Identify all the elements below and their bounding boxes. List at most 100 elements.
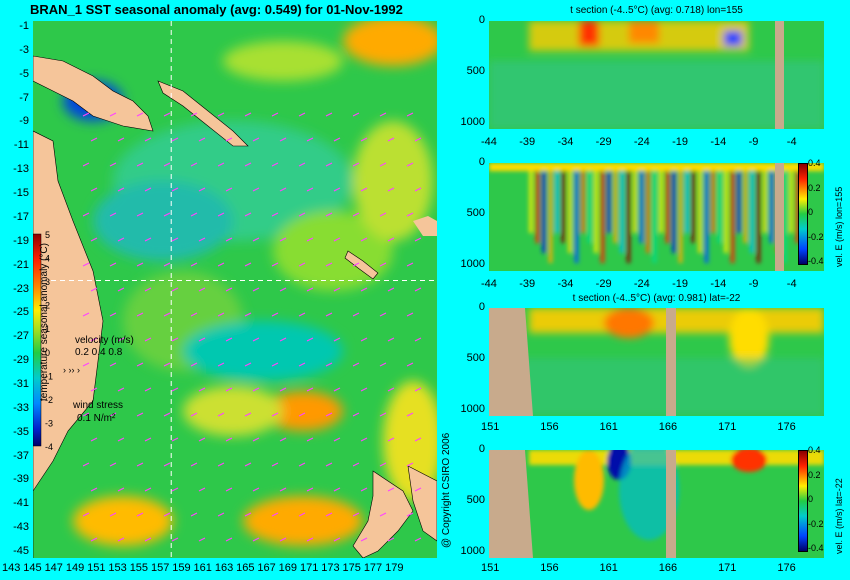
section-y-tick: 500 [466, 206, 485, 219]
section-x-tick: -29 [595, 136, 612, 148]
wind-vector [414, 487, 422, 492]
wind-vector [163, 162, 171, 167]
wind-vector [82, 312, 90, 317]
wind-vector [406, 312, 414, 317]
wind-vector [252, 187, 260, 192]
wind-vector [352, 412, 360, 417]
wind-vector [117, 387, 125, 392]
wind-vector [406, 412, 414, 417]
wind-vector [225, 487, 233, 492]
wind-vector [136, 212, 144, 217]
wind-vector [414, 537, 422, 542]
wind-vector [244, 512, 252, 517]
wind-vector [225, 237, 233, 242]
wind-vector [279, 187, 287, 192]
wind-vector [144, 537, 152, 542]
wind-vector [144, 237, 152, 242]
velocity-colorbar [798, 450, 808, 552]
section-x-tick: 171 [718, 562, 737, 574]
section-svg [489, 308, 824, 416]
section-x-tick: 161 [599, 421, 618, 433]
velocity-legend-values: 0.2 0.4 0.8 [75, 347, 123, 358]
wind-vector [136, 412, 144, 417]
wind-vector [109, 162, 117, 167]
section-y-tick: 500 [466, 64, 485, 77]
wind-vector [352, 312, 360, 317]
velocity-legend-arrows: › ›› › [63, 365, 80, 375]
map-x-tick: 155 [129, 562, 149, 574]
wind-vector [252, 337, 260, 342]
wind-vector [244, 462, 252, 467]
wind-vector [379, 112, 387, 117]
map-y-tick: -15 [13, 187, 29, 200]
wind-vector [271, 312, 279, 317]
wind-vector [171, 387, 179, 392]
section-x-tick: -39 [519, 278, 536, 290]
wind-vector [414, 337, 422, 342]
wind-vector [225, 137, 233, 142]
wind-vector [90, 237, 98, 242]
wind-vector [190, 112, 198, 117]
wind-vector [379, 512, 387, 517]
wind-vector [360, 337, 368, 342]
wind-vector [90, 487, 98, 492]
section-svg [489, 21, 824, 129]
map-x-tick: 153 [108, 562, 127, 574]
map-x-tick: 143 [2, 562, 21, 574]
map-plot: 5 4 3 2 1 0 -1 -2 -3 -4 temperature seasonal anom… [32, 16, 443, 559]
section-x-tick: -29 [595, 278, 612, 290]
wind-vector [190, 412, 198, 417]
section-field [489, 21, 824, 129]
section-y-tick: 500 [466, 351, 485, 364]
wind-vector [306, 387, 314, 392]
wind-vector [82, 412, 90, 417]
wind-vector [163, 512, 171, 517]
wind-legend-value: 0.1 N/m² [77, 413, 116, 424]
map-y-tick: -41 [13, 497, 29, 510]
sst-colorbar-tick: 5 [45, 230, 50, 240]
wind-vector [352, 162, 360, 167]
wind-vector [306, 187, 314, 192]
velocity-colorbar-tick: -0.4 [808, 543, 824, 553]
wind-vector [387, 537, 395, 542]
map-x-tick: 173 [321, 562, 340, 574]
sst-colorbar-tick: 1 [45, 324, 50, 334]
wind-vector [217, 162, 225, 167]
wind-vector [406, 112, 414, 117]
wind-vector [279, 537, 287, 542]
wind-vector [387, 337, 395, 342]
wind-vector [279, 137, 287, 142]
map-y-tick: -31 [13, 378, 29, 390]
map-x-tick: 175 [342, 562, 361, 574]
section-y-tick: 0 [478, 14, 485, 26]
map-y-tick: -5 [19, 67, 29, 80]
wind-vector [198, 387, 206, 392]
wind-vector [244, 212, 252, 217]
wind-vector [360, 387, 368, 392]
wind-vector [171, 337, 179, 342]
velocity-colorbar-tick: -0.4 [808, 256, 824, 266]
map-y-tick: -29 [13, 354, 29, 367]
velocity-colorbar-tick: 0.4 [808, 158, 821, 168]
wind-vector [333, 487, 341, 492]
velocity-colorbar-label: vel. E (m/s) lat=-22 [834, 478, 844, 554]
map-x-tick: 161 [193, 562, 212, 574]
wind-vector [244, 362, 252, 367]
wind-vector [279, 287, 287, 292]
section-x-tick: 176 [777, 421, 796, 433]
wind-vector [379, 312, 387, 317]
wind-vector [298, 262, 306, 267]
map-y-tick: -33 [13, 401, 29, 414]
wind-vector [387, 287, 395, 292]
sst-colorbar-tick: 3 [45, 277, 50, 287]
wind-vector [136, 462, 144, 467]
wind-vector [306, 487, 314, 492]
map-y-tick: -19 [13, 234, 29, 247]
wind-vector [387, 237, 395, 242]
wind-vector [244, 112, 252, 117]
wind-vector [82, 112, 90, 117]
wind-vector [190, 512, 198, 517]
wind-vector [117, 287, 125, 292]
section-x-tick: 156 [540, 421, 559, 433]
wind-vector [252, 487, 260, 492]
